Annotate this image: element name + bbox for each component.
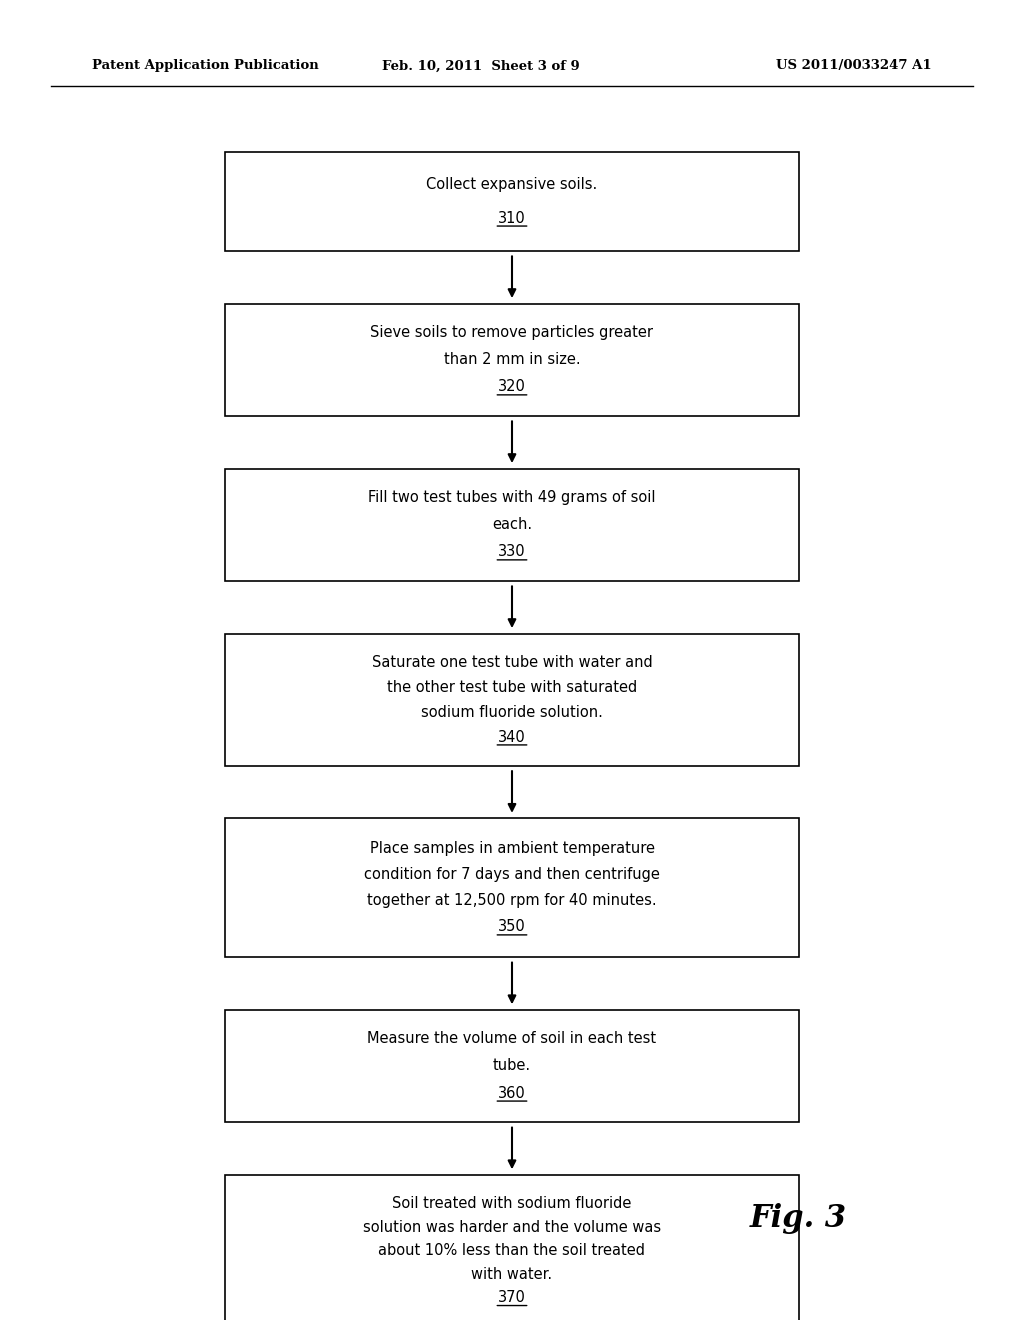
Text: US 2011/0033247 A1: US 2011/0033247 A1 <box>776 59 932 73</box>
Text: Measure the volume of soil in each test: Measure the volume of soil in each test <box>368 1031 656 1047</box>
Text: each.: each. <box>492 517 532 532</box>
Text: 360: 360 <box>498 1085 526 1101</box>
Text: about 10% less than the soil treated: about 10% less than the soil treated <box>379 1243 645 1258</box>
Text: 310: 310 <box>498 211 526 226</box>
Text: than 2 mm in size.: than 2 mm in size. <box>443 352 581 367</box>
FancyBboxPatch shape <box>225 469 799 581</box>
Text: solution was harder and the volume was: solution was harder and the volume was <box>362 1220 662 1234</box>
FancyBboxPatch shape <box>225 1010 799 1122</box>
Text: 370: 370 <box>498 1290 526 1305</box>
Text: Place samples in ambient temperature: Place samples in ambient temperature <box>370 841 654 855</box>
Text: Soil treated with sodium fluoride: Soil treated with sodium fluoride <box>392 1196 632 1212</box>
Text: Fig. 3: Fig. 3 <box>751 1204 847 1234</box>
Text: condition for 7 days and then centrifuge: condition for 7 days and then centrifuge <box>365 867 659 882</box>
Text: 320: 320 <box>498 379 526 395</box>
Text: 340: 340 <box>498 730 526 744</box>
Text: Sieve soils to remove particles greater: Sieve soils to remove particles greater <box>371 325 653 341</box>
Text: Collect expansive soils.: Collect expansive soils. <box>426 177 598 191</box>
Text: the other test tube with saturated: the other test tube with saturated <box>387 680 637 694</box>
Text: tube.: tube. <box>493 1059 531 1073</box>
Text: together at 12,500 rpm for 40 minutes.: together at 12,500 rpm for 40 minutes. <box>368 894 656 908</box>
FancyBboxPatch shape <box>225 1175 799 1320</box>
Text: 330: 330 <box>499 544 525 560</box>
Text: Patent Application Publication: Patent Application Publication <box>92 59 318 73</box>
Text: Feb. 10, 2011  Sheet 3 of 9: Feb. 10, 2011 Sheet 3 of 9 <box>382 59 581 73</box>
FancyBboxPatch shape <box>225 304 799 416</box>
Text: sodium fluoride solution.: sodium fluoride solution. <box>421 705 603 719</box>
FancyBboxPatch shape <box>225 152 799 251</box>
FancyBboxPatch shape <box>225 634 799 766</box>
Text: 350: 350 <box>498 920 526 935</box>
Text: Saturate one test tube with water and: Saturate one test tube with water and <box>372 655 652 669</box>
FancyBboxPatch shape <box>225 818 799 957</box>
Text: Fill two test tubes with 49 grams of soil: Fill two test tubes with 49 grams of soi… <box>369 490 655 506</box>
Text: with water.: with water. <box>471 1267 553 1282</box>
